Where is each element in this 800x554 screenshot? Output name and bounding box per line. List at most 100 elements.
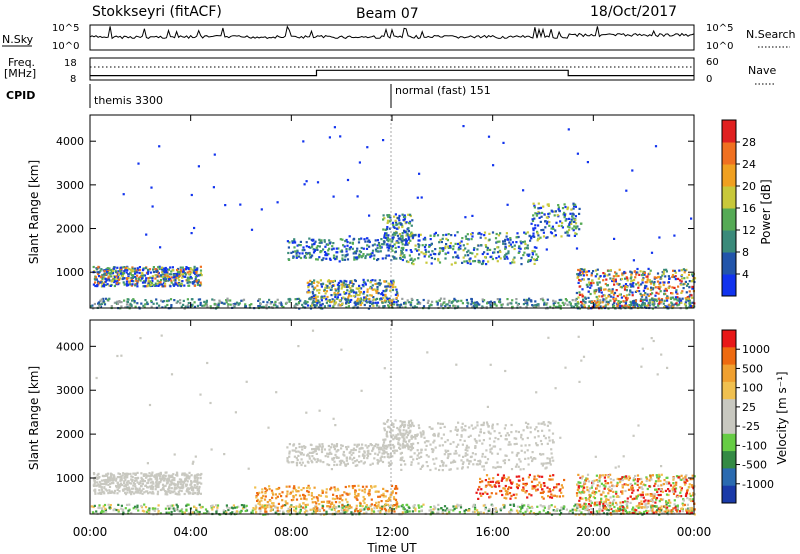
- echo-cell: [624, 285, 627, 288]
- echo-cell: [353, 496, 357, 499]
- echo-cell: [321, 445, 324, 448]
- echo-cell: [438, 261, 442, 264]
- echo-cell: [504, 254, 507, 257]
- echo-cell: [403, 239, 406, 242]
- echo-cell: [196, 480, 199, 483]
- echo-cell: [141, 492, 144, 495]
- echo-cell: [362, 247, 365, 250]
- echo-cell: [575, 225, 578, 228]
- echo-cell: [577, 296, 580, 299]
- echo-cell: [438, 250, 441, 253]
- echo-cell: [350, 449, 353, 452]
- echo-cell: [512, 258, 515, 261]
- echo-cell: [275, 305, 278, 308]
- echo-cell: [117, 273, 120, 276]
- echo-cell: [640, 294, 643, 297]
- echo-cell: [304, 503, 307, 507]
- echo-cell: [582, 268, 586, 271]
- echo-cell: [389, 289, 392, 292]
- echo-cell: [320, 239, 323, 242]
- echo-cell: [377, 258, 380, 261]
- echo-cell: [388, 282, 392, 285]
- echo-cell: [391, 249, 394, 252]
- echo-cell: [291, 240, 294, 243]
- echo-cell: [355, 302, 358, 305]
- echo-cell: [382, 296, 385, 299]
- echo-cell: [441, 249, 444, 252]
- echo-cell: [176, 484, 179, 487]
- colorbar-segment: [722, 164, 736, 187]
- echo-cell: [558, 304, 561, 307]
- echo-cell: [169, 491, 172, 495]
- echo-cell: [382, 438, 385, 441]
- echo-cell: [444, 509, 447, 512]
- echo-cell: [548, 224, 551, 227]
- echo-cell: [440, 247, 443, 250]
- echo-cell: [368, 297, 371, 301]
- echo-cell: [326, 501, 329, 504]
- echo-cell: [358, 238, 361, 241]
- echo-cell: [408, 506, 411, 510]
- echo-cell: [136, 274, 139, 277]
- echo-cell: [401, 306, 404, 309]
- echo-cell: [527, 254, 530, 257]
- echo-cell: [395, 241, 398, 244]
- echo-cell: [288, 297, 291, 301]
- echo-cell: [474, 301, 477, 304]
- echo-cell: [302, 305, 305, 309]
- echo-cell: [347, 506, 350, 509]
- echo-cell: [274, 303, 277, 306]
- echo-cell: [528, 297, 531, 300]
- echo-cell: [334, 453, 337, 456]
- echo-cell: [617, 283, 620, 286]
- echo-cell: [538, 212, 541, 215]
- echo-cell: [356, 464, 359, 467]
- echo-cell: [496, 251, 500, 254]
- echo-cell: [624, 296, 628, 299]
- echo-cell: [594, 269, 598, 272]
- echo-cell: [578, 509, 581, 512]
- echo-cell: [241, 507, 245, 510]
- echo-cell: [579, 222, 583, 225]
- echo-cell: [370, 503, 373, 506]
- echo-cell: [526, 301, 529, 305]
- echo-cell: [383, 280, 386, 283]
- echo-cell: [183, 271, 187, 275]
- echo-cell: [162, 488, 165, 491]
- echo-cell: [664, 287, 667, 290]
- echo-cell: [395, 434, 398, 437]
- echo-cell: [619, 507, 622, 510]
- echo-cell: [680, 283, 683, 286]
- echo-cell: [548, 221, 551, 224]
- echo-cell: [343, 258, 347, 261]
- echo-cell: [344, 508, 347, 511]
- echo-cell: [361, 489, 364, 492]
- echo-cell: [371, 251, 374, 255]
- echo-cell: [619, 293, 622, 296]
- echo-cell: [685, 268, 688, 271]
- echo-cell: [269, 302, 272, 305]
- echo-cell: [298, 511, 302, 515]
- echo-cell: [659, 285, 662, 288]
- echo-cell: [684, 301, 687, 304]
- echo-cell: [481, 252, 484, 256]
- echo-cell: [320, 250, 323, 253]
- echo-cell: [119, 272, 122, 275]
- echo-cell: [515, 509, 519, 512]
- echo-cell: [448, 299, 451, 302]
- power-heatmap: [90, 125, 697, 310]
- echo-cell: [93, 473, 96, 476]
- echo-cell: [299, 299, 302, 302]
- echo-cell: [150, 492, 153, 495]
- echo-cell: [533, 206, 536, 209]
- echo-cell: [640, 295, 644, 298]
- echo-cell: [346, 285, 349, 289]
- echo-cell: [345, 446, 348, 449]
- echo-cell: [446, 239, 449, 242]
- echo-cell: [250, 228, 254, 231]
- echo-cell: [660, 509, 663, 512]
- echo-cell: [150, 484, 153, 487]
- echo-cell: [328, 452, 331, 456]
